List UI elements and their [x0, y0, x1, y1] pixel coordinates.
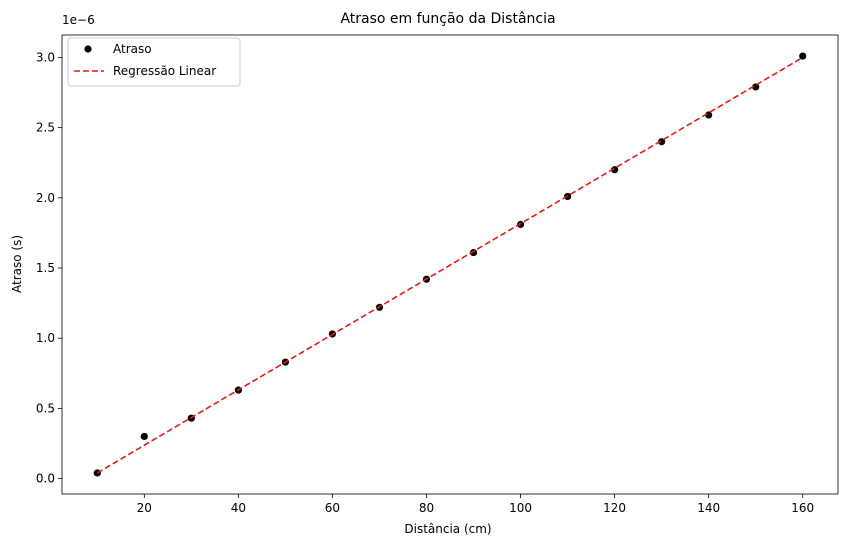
- y-tick-label: 0.5: [36, 401, 55, 415]
- scatter-point: [611, 166, 619, 174]
- x-tick-label: 120: [603, 501, 626, 515]
- x-tick-label: 60: [325, 501, 340, 515]
- scatter-point: [140, 432, 148, 441]
- y-axis-label: Atraso (s): [10, 235, 24, 293]
- x-tick-label: 40: [231, 501, 246, 515]
- chart-title: Atraso em função da Distância: [340, 11, 555, 27]
- y-tick-label: 1.0: [36, 331, 55, 345]
- x-tick-label: 20: [137, 501, 152, 515]
- x-tick-label: 100: [509, 501, 532, 515]
- scatter-point: [469, 248, 478, 257]
- legend-box: [67, 37, 241, 87]
- legend-label-atraso: Atraso: [113, 42, 152, 56]
- y-offset-label: 1e−6: [62, 13, 95, 27]
- y-tick-label: 2.5: [36, 121, 55, 135]
- y-tick-label: 2.0: [36, 191, 55, 205]
- x-tick-label: 80: [419, 501, 434, 515]
- x-tick-label: 140: [697, 501, 720, 515]
- legend-marker-atraso: [84, 45, 92, 53]
- scatter-point: [799, 52, 807, 60]
- y-tick-label: 1.5: [36, 261, 55, 275]
- axes-frame: [61, 34, 839, 495]
- legend: Atraso Regressão Linear: [67, 37, 241, 87]
- regression-line: [96, 56, 804, 474]
- plot-area: 20 40 60 80 100 120 140 160 0.0 0.5 1.0 1.5 2.0 2.5 3.…: [36, 34, 839, 515]
- legend-label-regression: Regressão Linear: [113, 64, 216, 78]
- x-axis-label: Distância (cm): [404, 522, 491, 536]
- scatter-point: [658, 138, 666, 146]
- x-tick-label: 160: [791, 501, 814, 515]
- y-tick-label: 3.0: [36, 50, 55, 64]
- scatter-point: [752, 83, 760, 91]
- y-tick-label: 0.0: [36, 472, 55, 486]
